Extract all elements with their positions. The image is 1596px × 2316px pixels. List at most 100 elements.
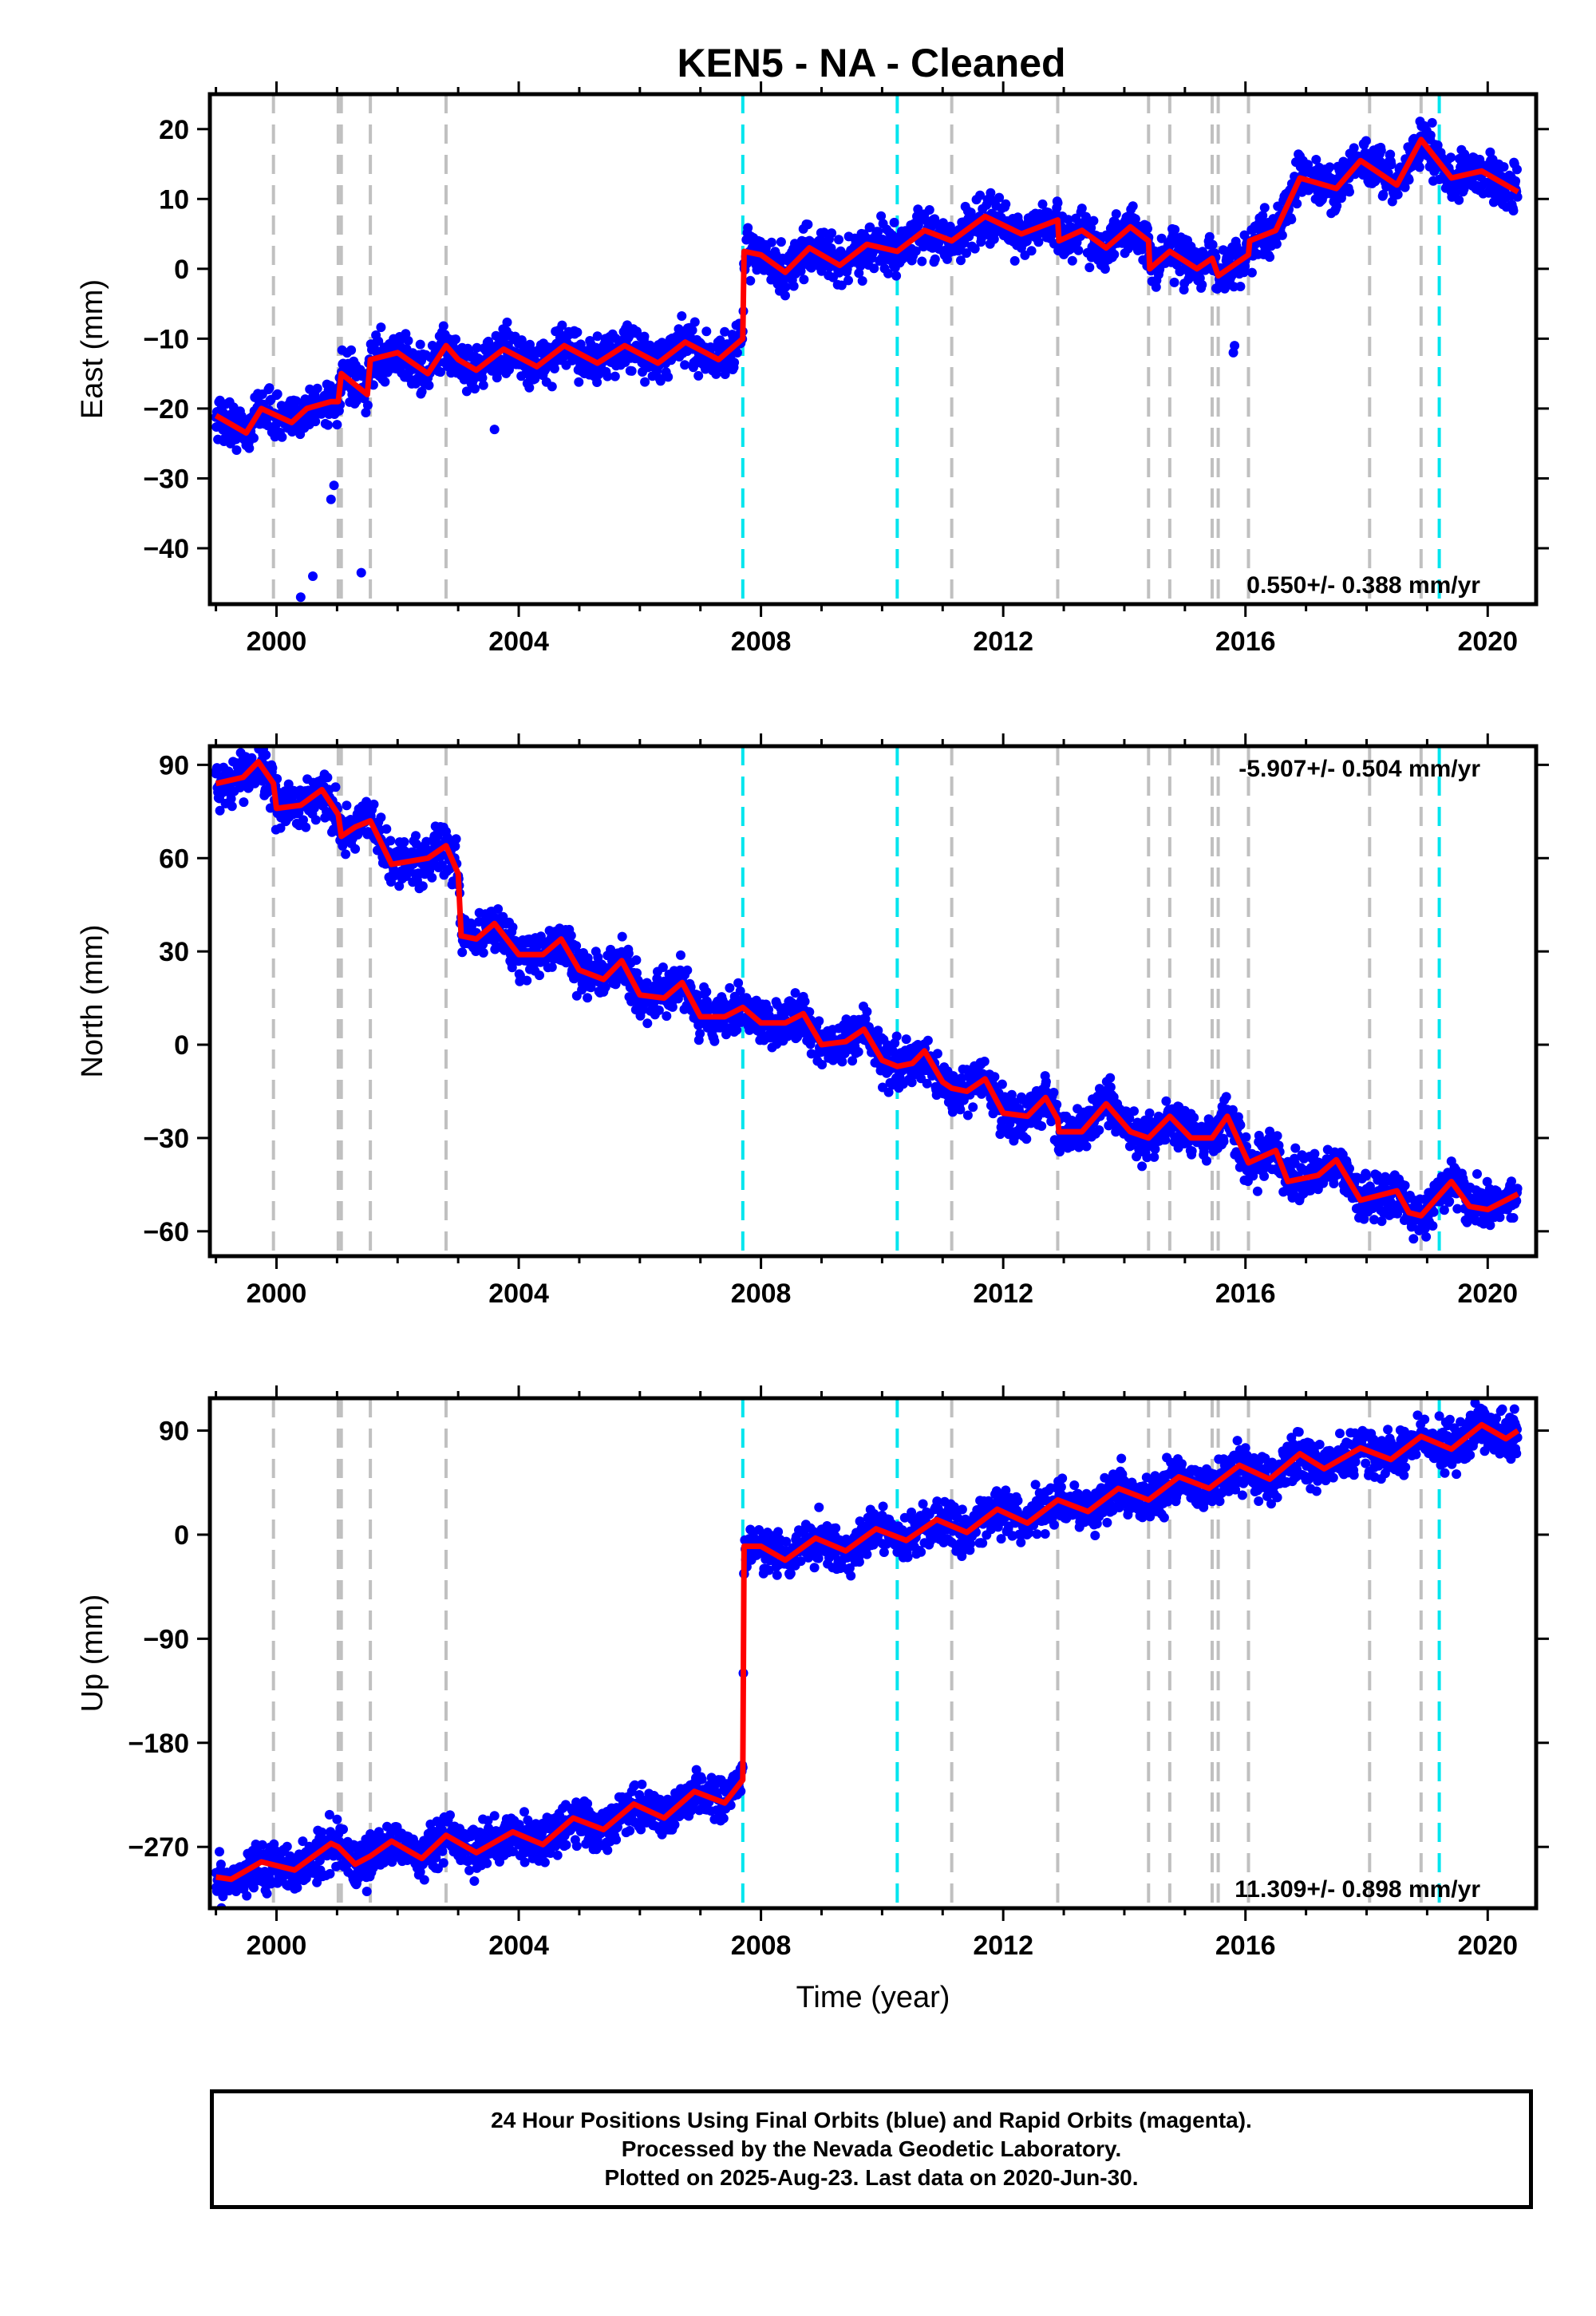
data-point xyxy=(729,358,740,368)
data-point xyxy=(261,750,271,760)
data-point xyxy=(1345,1164,1354,1174)
data-point xyxy=(827,228,837,239)
data-point xyxy=(322,773,333,783)
data-point xyxy=(362,400,373,410)
data-point xyxy=(1512,164,1522,175)
data-point xyxy=(1329,1179,1339,1188)
data-point xyxy=(962,1110,973,1120)
data-point xyxy=(907,1077,917,1088)
data-point xyxy=(308,571,318,581)
data-point xyxy=(502,317,512,327)
x-tick-label: 2020 xyxy=(1457,626,1518,657)
data-point xyxy=(1143,223,1152,234)
data-point xyxy=(1161,1096,1171,1106)
data-point xyxy=(330,782,341,792)
data-point xyxy=(658,962,668,972)
data-point xyxy=(1142,1152,1152,1163)
data-point xyxy=(291,396,302,406)
data-point xyxy=(1485,147,1495,157)
data-point xyxy=(227,801,237,812)
data-point xyxy=(1006,1089,1017,1100)
data-point xyxy=(1105,1073,1116,1083)
data-point xyxy=(310,815,321,825)
data-point xyxy=(1345,187,1354,197)
data-point xyxy=(1221,1092,1231,1102)
data-point xyxy=(461,386,472,397)
data-point xyxy=(376,812,386,823)
data-point xyxy=(917,256,927,267)
data-point xyxy=(427,872,437,883)
data-point xyxy=(1272,1131,1282,1141)
data-point xyxy=(1063,215,1073,225)
data-point xyxy=(924,205,934,215)
data-point xyxy=(997,1079,1007,1089)
data-point xyxy=(1021,1134,1032,1144)
data-point xyxy=(869,263,879,274)
data-point xyxy=(1137,1161,1148,1172)
data-point xyxy=(298,815,308,825)
data-point xyxy=(341,849,351,860)
data-point xyxy=(1041,1077,1051,1087)
data-point xyxy=(1026,246,1037,256)
data-point xyxy=(602,371,613,381)
data-point xyxy=(720,326,730,337)
data-point xyxy=(975,190,986,200)
panels: 2000 2004 2008 2012 2016 202020100−10−20−30−4… xyxy=(76,81,1549,2014)
data-point xyxy=(970,243,980,254)
data-point xyxy=(780,290,790,301)
data-point xyxy=(583,993,593,1003)
data-point xyxy=(990,1072,1000,1082)
data-point xyxy=(592,377,602,387)
data-point xyxy=(312,383,322,393)
data-point xyxy=(687,325,697,335)
data-point xyxy=(592,331,602,342)
data-point xyxy=(1265,252,1275,263)
data-point xyxy=(294,808,304,818)
data-point xyxy=(417,386,427,397)
y-tick-label: −40 xyxy=(143,534,189,564)
data-point xyxy=(411,839,421,849)
data-point xyxy=(215,805,225,816)
data-point xyxy=(1109,249,1120,259)
data-point xyxy=(1156,233,1167,243)
data-point xyxy=(1227,1105,1238,1115)
y-tick-label: 0 xyxy=(174,255,189,285)
data-point xyxy=(575,339,586,350)
data-point xyxy=(1088,215,1099,226)
data-point xyxy=(244,443,255,453)
data-point xyxy=(472,342,482,353)
data-point xyxy=(889,217,899,227)
data-point xyxy=(369,799,379,809)
data-point xyxy=(1053,198,1063,208)
data-point xyxy=(1325,162,1335,172)
data-point xyxy=(1052,1100,1062,1109)
data-point xyxy=(1100,264,1110,274)
data-point xyxy=(295,592,306,603)
data-point xyxy=(1197,279,1207,290)
data-point xyxy=(522,975,532,986)
chart-title: KEN5 - NA - Cleaned xyxy=(677,41,1065,85)
data-point xyxy=(766,237,776,247)
data-point xyxy=(263,787,273,797)
panel-north: 2000 2004 2008 2012 2016 20209060300−30−60Nor… xyxy=(76,733,1549,1309)
data-point xyxy=(796,266,806,276)
data-point xyxy=(394,881,405,891)
data-point xyxy=(701,986,712,997)
data-point xyxy=(424,380,434,390)
data-point xyxy=(732,348,742,358)
data-point xyxy=(956,255,966,266)
data-point xyxy=(994,192,1005,203)
data-point xyxy=(1124,1113,1135,1124)
data-point xyxy=(326,494,336,504)
data-point xyxy=(239,797,249,808)
data-point xyxy=(1130,214,1140,224)
data-point xyxy=(1385,149,1396,160)
data-point xyxy=(1001,199,1011,209)
data-point xyxy=(843,275,853,286)
data-point xyxy=(1189,1113,1199,1123)
data-point xyxy=(1252,1186,1262,1196)
data-point xyxy=(1404,175,1414,185)
data-point xyxy=(524,382,535,393)
data-point xyxy=(1400,182,1410,192)
y-tick-label: −30 xyxy=(143,464,189,494)
